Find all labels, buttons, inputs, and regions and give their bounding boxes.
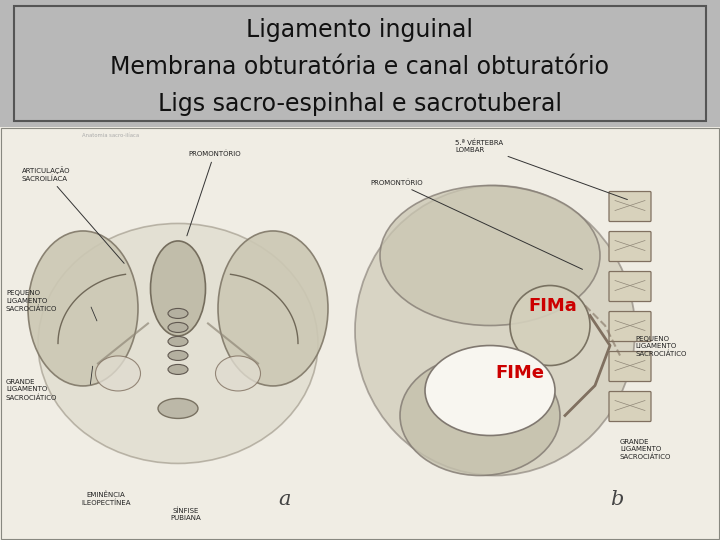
- Text: GRANDE
LIGAMENTO
SACROCIÁTICO: GRANDE LIGAMENTO SACROCIÁTICO: [6, 379, 58, 401]
- Ellipse shape: [355, 186, 635, 476]
- Text: EMINÊNCIA
ILEOPECTÍNEA: EMINÊNCIA ILEOPECTÍNEA: [81, 491, 131, 506]
- FancyBboxPatch shape: [609, 352, 651, 382]
- Text: GRANDE
LIGAMENTO
SACROCIÁTICO: GRANDE LIGAMENTO SACROCIÁTICO: [620, 439, 671, 461]
- Ellipse shape: [218, 231, 328, 386]
- Text: 5.ª VÉRTEBRA
LOMBAR: 5.ª VÉRTEBRA LOMBAR: [455, 139, 627, 200]
- Text: FIMe: FIMe: [495, 363, 544, 382]
- Text: PEQUENO
LIGAMENTO
SACROCIÁTICO: PEQUENO LIGAMENTO SACROCIÁTICO: [6, 290, 58, 312]
- FancyBboxPatch shape: [609, 232, 651, 261]
- Text: Anatomia sacro-ilíaca: Anatomia sacro-ilíaca: [82, 133, 139, 138]
- Ellipse shape: [150, 241, 205, 336]
- Text: Ligs sacro-espinhal e sacrotuberal: Ligs sacro-espinhal e sacrotuberal: [158, 92, 562, 116]
- Ellipse shape: [168, 322, 188, 333]
- Ellipse shape: [96, 356, 140, 391]
- Text: PROMONTÓRIO: PROMONTÓRIO: [370, 179, 582, 269]
- Text: PEQUENO
LIGAMENTO
SACROCIÁTICO: PEQUENO LIGAMENTO SACROCIÁTICO: [635, 335, 686, 357]
- Ellipse shape: [168, 350, 188, 361]
- Circle shape: [510, 286, 590, 366]
- FancyBboxPatch shape: [609, 272, 651, 301]
- Text: ARTICULAÇÃO
SACROILÍACA: ARTICULAÇÃO SACROILÍACA: [22, 166, 124, 264]
- FancyBboxPatch shape: [609, 392, 651, 422]
- Ellipse shape: [168, 308, 188, 319]
- Ellipse shape: [380, 186, 600, 326]
- FancyBboxPatch shape: [14, 6, 706, 120]
- Ellipse shape: [168, 364, 188, 374]
- Ellipse shape: [28, 231, 138, 386]
- Text: b: b: [610, 490, 624, 509]
- Text: Ligamento inguinal: Ligamento inguinal: [246, 18, 474, 43]
- Text: Membrana obturatória e canal obturatório: Membrana obturatória e canal obturatório: [110, 55, 610, 79]
- Text: PROMONTÓRIO: PROMONTÓRIO: [187, 150, 240, 236]
- FancyBboxPatch shape: [609, 312, 651, 341]
- Ellipse shape: [425, 346, 555, 436]
- Ellipse shape: [400, 355, 560, 476]
- Ellipse shape: [158, 399, 198, 418]
- Ellipse shape: [168, 336, 188, 347]
- Text: FIMa: FIMa: [528, 296, 577, 314]
- Ellipse shape: [38, 224, 318, 463]
- FancyBboxPatch shape: [609, 192, 651, 221]
- Text: SÍNFISE
PUBIANA: SÍNFISE PUBIANA: [171, 507, 202, 521]
- Text: a: a: [278, 490, 290, 509]
- Ellipse shape: [215, 356, 261, 391]
